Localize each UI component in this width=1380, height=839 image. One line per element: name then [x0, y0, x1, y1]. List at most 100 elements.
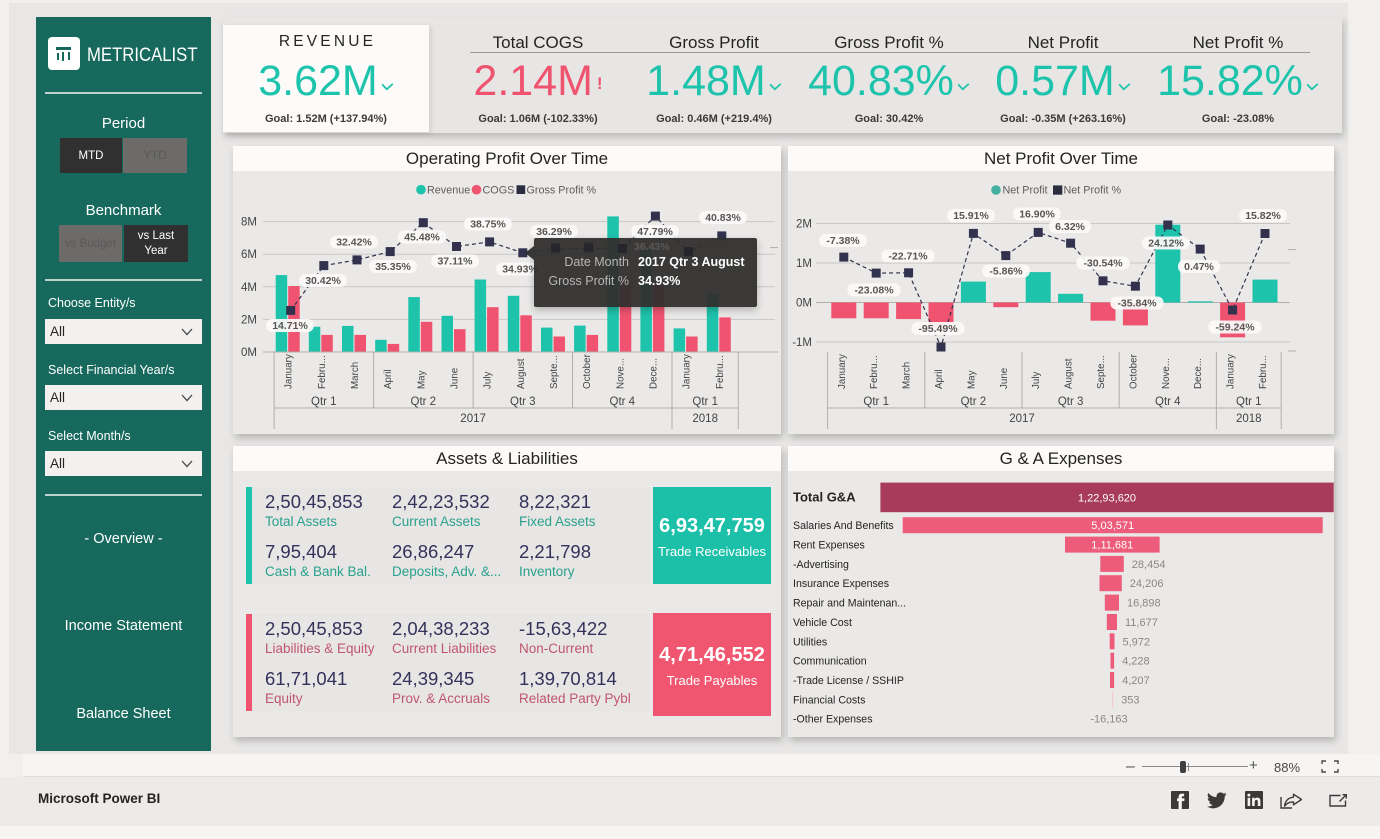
svg-text:1,22,93,620: 1,22,93,620 — [1078, 492, 1136, 504]
svg-text:Febru...: Febru... — [317, 355, 328, 389]
svg-text:Febru...: Febru... — [1258, 355, 1269, 389]
svg-text:Financial Costs: Financial Costs — [793, 694, 865, 706]
svg-text:34.93%: 34.93% — [502, 264, 538, 276]
svg-text:Qtr 4: Qtr 4 — [610, 396, 636, 408]
svg-text:-95.49%: -95.49% — [918, 323, 958, 335]
svg-text:Febru...: Febru... — [715, 355, 726, 389]
svg-text:Vehicle Cost: Vehicle Cost — [793, 617, 852, 629]
svg-text:-Other Expenses: -Other Expenses — [793, 714, 873, 726]
svg-text:28,454: 28,454 — [1132, 559, 1166, 571]
svg-text:0.47%: 0.47% — [1184, 261, 1214, 273]
svg-text:-Trade License / SSHIP: -Trade License / SSHIP — [793, 675, 904, 687]
svg-text:36.29%: 36.29% — [536, 226, 572, 238]
svg-text:Nove...: Nove... — [1161, 358, 1172, 389]
svg-text:Qtr 4: Qtr 4 — [1155, 396, 1181, 408]
svg-text:15.91%: 15.91% — [953, 210, 989, 222]
svg-text:Gross Profit %: Gross Profit % — [527, 184, 597, 196]
svg-text:Qtr 2: Qtr 2 — [961, 396, 987, 408]
svg-text:April: April — [934, 369, 945, 389]
svg-text:4,207: 4,207 — [1122, 675, 1150, 687]
svg-text:14.71%: 14.71% — [272, 320, 308, 332]
svg-text:2018: 2018 — [692, 413, 718, 425]
svg-text:1M: 1M — [796, 258, 812, 270]
svg-text:45.48%: 45.48% — [404, 232, 440, 244]
svg-text:January: January — [284, 354, 295, 389]
svg-text:0M: 0M — [796, 298, 812, 310]
svg-text:October: October — [582, 353, 593, 389]
svg-text:0M: 0M — [241, 347, 257, 359]
svg-text:2017: 2017 — [460, 413, 486, 425]
svg-text:37.11%: 37.11% — [437, 256, 473, 268]
svg-text:Nove...: Nove... — [615, 358, 626, 389]
svg-text:Septe...: Septe... — [1096, 355, 1107, 389]
svg-text:8M: 8M — [241, 217, 257, 229]
svg-text:Qtr 3: Qtr 3 — [510, 396, 536, 408]
svg-text:May: May — [416, 370, 427, 389]
svg-text:Dece...: Dece... — [648, 358, 659, 389]
svg-text:-16,163: -16,163 — [1090, 714, 1127, 726]
svg-text:40.83%: 40.83% — [705, 212, 741, 224]
svg-text:16,898: 16,898 — [1127, 598, 1161, 610]
svg-text:April: April — [383, 369, 394, 389]
svg-text:May: May — [966, 370, 977, 389]
svg-text:June: June — [999, 367, 1010, 389]
svg-text:15.82%: 15.82% — [1245, 210, 1281, 222]
svg-text:-5.86%: -5.86% — [989, 266, 1023, 278]
svg-text:Dece...: Dece... — [1193, 358, 1204, 389]
svg-text:2017: 2017 — [1009, 413, 1035, 425]
svg-text:1,11,681: 1,11,681 — [1091, 540, 1133, 552]
svg-text:32.42%: 32.42% — [336, 237, 372, 249]
svg-text:6M: 6M — [241, 249, 257, 261]
svg-text:Repair and Maintenan...: Repair and Maintenan... — [793, 598, 906, 610]
svg-text:Septe...: Septe... — [549, 355, 560, 389]
svg-text:-59.24%: -59.24% — [1215, 322, 1255, 334]
svg-text:-35.84%: -35.84% — [1117, 298, 1157, 310]
svg-text:March: March — [902, 362, 913, 389]
svg-text:16.90%: 16.90% — [1019, 209, 1055, 221]
svg-text:2M: 2M — [796, 219, 812, 231]
svg-text:October: October — [1128, 353, 1139, 389]
svg-text:30.42%: 30.42% — [305, 275, 341, 287]
svg-text:4,228: 4,228 — [1122, 656, 1150, 668]
svg-text:Qtr 1: Qtr 1 — [311, 396, 337, 408]
svg-text:4M: 4M — [241, 282, 257, 294]
svg-text:Net Profit %: Net Profit % — [1064, 185, 1122, 197]
svg-text:Rent Expenses: Rent Expenses — [793, 540, 865, 552]
svg-text:Qtr 1: Qtr 1 — [692, 396, 718, 408]
svg-text:Qtr 2: Qtr 2 — [411, 396, 437, 408]
svg-text:6.32%: 6.32% — [1055, 221, 1085, 233]
svg-text:June: June — [450, 367, 461, 389]
svg-text:-1M: -1M — [792, 337, 812, 349]
svg-text:-7.38%: -7.38% — [826, 235, 860, 247]
svg-text:-23.08%: -23.08% — [854, 285, 894, 297]
svg-text:353: 353 — [1121, 694, 1139, 706]
svg-text:24.12%: 24.12% — [1148, 238, 1184, 250]
svg-text:Salaries And Benefits: Salaries And Benefits — [793, 520, 894, 532]
svg-text:-Advertising: -Advertising — [793, 559, 849, 571]
svg-text:35.35%: 35.35% — [375, 261, 411, 273]
svg-text:24,206: 24,206 — [1130, 578, 1164, 590]
svg-text:38.75%: 38.75% — [470, 219, 506, 231]
svg-text:Qtr 1: Qtr 1 — [863, 396, 889, 408]
svg-text:Utilities: Utilities — [793, 636, 827, 648]
svg-text:11,677: 11,677 — [1125, 617, 1158, 629]
svg-text:Febru...: Febru... — [869, 355, 880, 389]
svg-text:COGS: COGS — [483, 184, 515, 196]
svg-text:January: January — [1226, 354, 1237, 389]
svg-text:2018: 2018 — [1236, 413, 1262, 425]
svg-text:August: August — [1064, 358, 1075, 389]
svg-text:-22.71%: -22.71% — [888, 251, 928, 263]
svg-text:Insurance Expenses: Insurance Expenses — [793, 578, 889, 590]
svg-text:August: August — [516, 358, 527, 389]
svg-text:July: July — [1031, 371, 1042, 389]
svg-text:Total G&A: Total G&A — [793, 489, 856, 504]
svg-text:Communication: Communication — [793, 656, 867, 668]
svg-text:Revenue: Revenue — [427, 184, 470, 196]
svg-text:Qtr 3: Qtr 3 — [1058, 396, 1084, 408]
svg-text:Net Profit: Net Profit — [1003, 185, 1048, 197]
svg-text:5,972: 5,972 — [1123, 636, 1151, 648]
svg-text:Qtr 1: Qtr 1 — [1236, 396, 1262, 408]
svg-text:2M: 2M — [241, 314, 257, 326]
svg-text:July: July — [483, 371, 494, 389]
svg-text:January: January — [682, 354, 693, 389]
